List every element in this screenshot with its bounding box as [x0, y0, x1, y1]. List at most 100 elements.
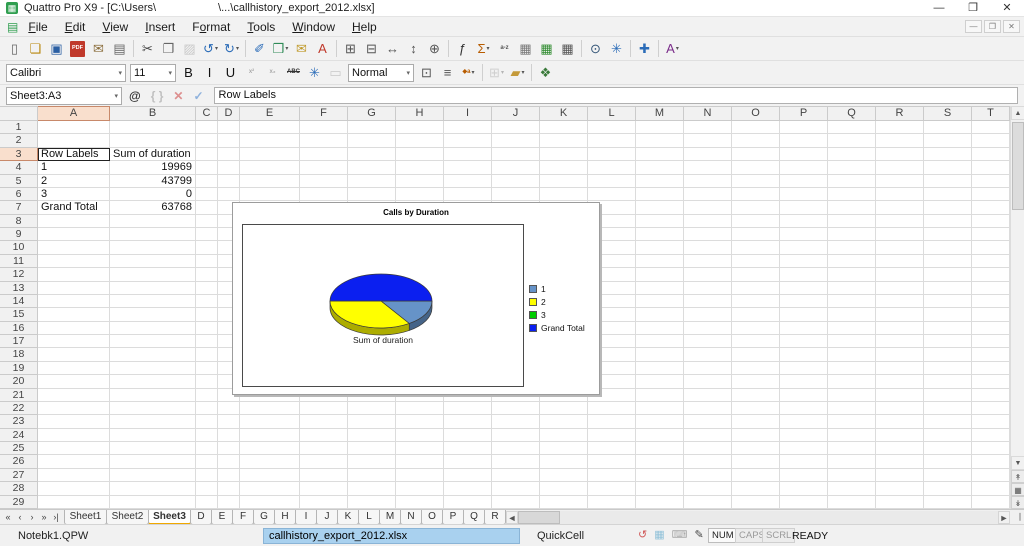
cell-S29[interactable] — [924, 495, 972, 509]
cell-K27[interactable] — [540, 468, 588, 483]
cell-R8[interactable] — [876, 214, 924, 228]
cell-S26[interactable] — [924, 455, 972, 469]
cell-B21[interactable] — [110, 388, 196, 402]
cell-B7[interactable]: 63768 — [110, 201, 196, 215]
cell-R11[interactable] — [876, 254, 924, 269]
cell-R16[interactable] — [876, 321, 924, 335]
cell-O26[interactable] — [732, 455, 780, 469]
menu-view[interactable]: View — [102, 19, 129, 34]
cell-M11[interactable] — [636, 254, 684, 269]
cell-D24[interactable] — [218, 428, 240, 442]
cell-B24[interactable] — [110, 428, 196, 442]
cell-F24[interactable] — [300, 428, 348, 442]
cell-T8[interactable] — [972, 214, 1010, 228]
row-header-16[interactable]: 16 — [0, 321, 38, 335]
cell-P27[interactable] — [780, 468, 828, 483]
open-folder-icon[interactable]: ❏ — [29, 41, 42, 56]
text-box-icon[interactable]: A — [318, 41, 327, 56]
cell-S6[interactable] — [924, 187, 972, 202]
column-header-P[interactable]: P — [780, 106, 828, 121]
cell-N7[interactable] — [684, 201, 732, 215]
cell-S3[interactable] — [924, 147, 972, 162]
cell-E6[interactable] — [240, 187, 300, 202]
cell-B6[interactable]: 0 — [110, 187, 196, 202]
quicksum-icon[interactable]: Σ ▾ — [477, 41, 490, 56]
cell-K29[interactable] — [540, 495, 588, 509]
sheet-tab-sheet2[interactable]: Sheet2 — [106, 510, 149, 525]
cell-H6[interactable] — [396, 187, 444, 202]
vertical-scrollbar[interactable]: ▲ ▼ ↟ ▦ ↡ — [1010, 106, 1024, 509]
cell-R26[interactable] — [876, 455, 924, 469]
cell-Q5[interactable] — [828, 174, 876, 188]
cell-A21[interactable] — [38, 388, 110, 402]
cell-I3[interactable] — [444, 147, 492, 162]
tab-nav-button-3[interactable]: » — [41, 512, 47, 522]
cell-C20[interactable] — [196, 375, 218, 389]
sheet-tab-r[interactable]: R — [484, 510, 506, 525]
cell-L19[interactable] — [588, 361, 636, 376]
cell-O4[interactable] — [732, 161, 780, 175]
column-header-I[interactable]: I — [444, 106, 492, 121]
cell-N1[interactable] — [684, 121, 732, 135]
cell-Q23[interactable] — [828, 415, 876, 429]
sort-icon[interactable]: a-z — [500, 45, 509, 51]
cell-R21[interactable] — [876, 388, 924, 402]
cell-P14[interactable] — [780, 294, 828, 309]
cell-D23[interactable] — [218, 415, 240, 429]
cell-C11[interactable] — [196, 254, 218, 269]
cell-R20[interactable] — [876, 375, 924, 389]
pdf-icon[interactable]: PDF — [68, 39, 87, 59]
fit-height-icon[interactable]: ↕ — [410, 41, 417, 56]
cell-M24[interactable] — [636, 428, 684, 442]
cell-Q2[interactable] — [828, 134, 876, 148]
cell-K5[interactable] — [540, 174, 588, 188]
cell-B5[interactable]: 43799 — [110, 174, 196, 188]
row-header-2[interactable]: 2 — [0, 134, 38, 148]
cell-P19[interactable] — [780, 361, 828, 376]
cell-Q1[interactable] — [828, 121, 876, 135]
cell-J29[interactable] — [492, 495, 540, 509]
row-header-18[interactable]: 18 — [0, 348, 38, 362]
cell-R17[interactable] — [876, 335, 924, 349]
cell-O18[interactable] — [732, 348, 780, 362]
cell-D27[interactable] — [218, 468, 240, 483]
cell-P21[interactable] — [780, 388, 828, 402]
cell-A3[interactable]: Row Labels — [38, 147, 110, 162]
cell-O12[interactable] — [732, 268, 780, 282]
keyboard-icon[interactable]: ⌨ — [671, 529, 688, 541]
cell-P16[interactable] — [780, 321, 828, 335]
navigator-icon[interactable]: ✚ — [639, 41, 650, 56]
cell-O14[interactable] — [732, 294, 780, 309]
cell-O8[interactable] — [732, 214, 780, 228]
sheet-tab-p[interactable]: P — [442, 510, 464, 525]
cell-D25[interactable] — [218, 442, 240, 456]
cell-E24[interactable] — [240, 428, 300, 442]
chart-object[interactable]: Calls by Duration Sum of duration 1 2 3 Gra… — [232, 202, 600, 395]
cell-O17[interactable] — [732, 335, 780, 349]
cell-O1[interactable] — [732, 121, 780, 135]
cell-L22[interactable] — [588, 401, 636, 416]
cell-T10[interactable] — [972, 241, 1010, 255]
cell-N22[interactable] — [684, 401, 732, 416]
cell-S16[interactable] — [924, 321, 972, 335]
cell-C8[interactable] — [196, 214, 218, 228]
cell-N11[interactable] — [684, 254, 732, 269]
row-header-25[interactable]: 25 — [0, 442, 38, 456]
cell-L9[interactable] — [588, 228, 636, 242]
cell-N10[interactable] — [684, 241, 732, 255]
textart-icon[interactable]: A ▾ — [666, 41, 679, 56]
cell-S5[interactable] — [924, 174, 972, 188]
cell-F23[interactable] — [300, 415, 348, 429]
cell-C28[interactable] — [196, 482, 218, 496]
column-header-B[interactable]: B — [110, 106, 196, 121]
scroll-left-icon[interactable]: ◄ — [506, 511, 518, 524]
cell-A23[interactable] — [38, 415, 110, 429]
cell-G5[interactable] — [348, 174, 396, 188]
cell-E2[interactable] — [240, 134, 300, 148]
cell-S2[interactable] — [924, 134, 972, 148]
cell-P22[interactable] — [780, 401, 828, 416]
cell-T1[interactable] — [972, 121, 1010, 135]
open-file-badge[interactable]: callhistory_export_2012.xlsx — [263, 528, 520, 544]
cell-L14[interactable] — [588, 294, 636, 309]
cell-R25[interactable] — [876, 442, 924, 456]
